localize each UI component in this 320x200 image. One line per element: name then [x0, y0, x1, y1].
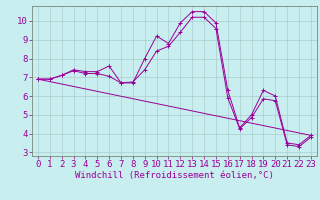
X-axis label: Windchill (Refroidissement éolien,°C): Windchill (Refroidissement éolien,°C): [75, 171, 274, 180]
